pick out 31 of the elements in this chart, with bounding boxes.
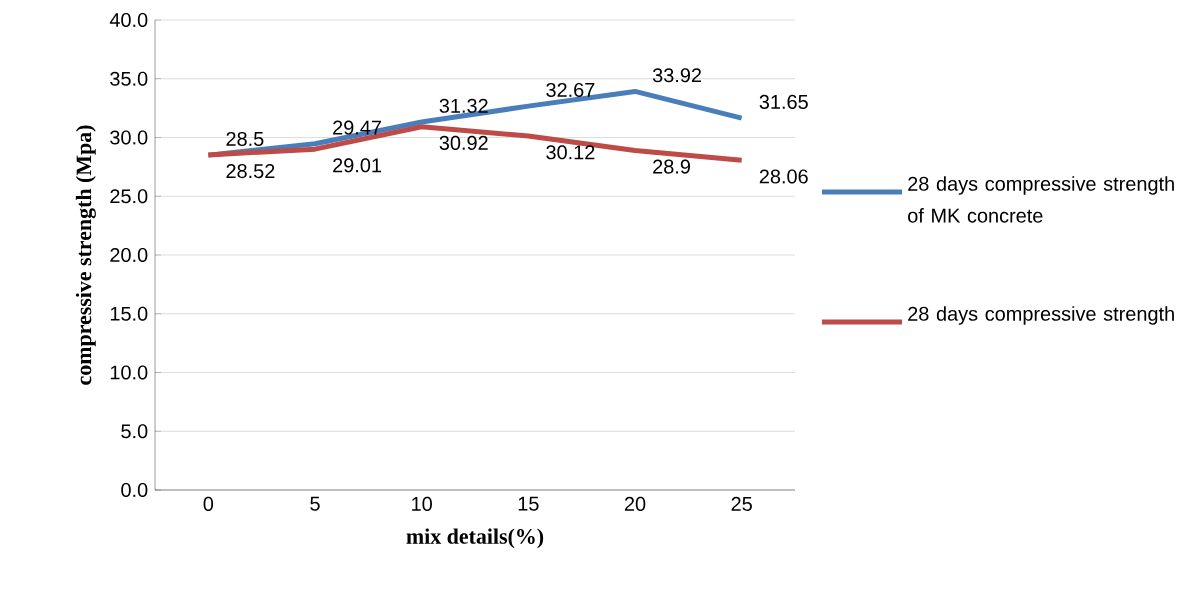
y-tick-label: 35.0 (110, 71, 148, 86)
x-tick-label: 25 (731, 496, 752, 511)
x-axis-title: mix details(%) (406, 528, 544, 549)
data-label: 30.12 (546, 145, 595, 160)
y-tick-label: 15.0 (110, 306, 148, 321)
y-tick-label: 25.0 (110, 189, 148, 204)
y-axis-title: compressive strength (Mpa) (75, 125, 96, 385)
data-label: 30.92 (439, 135, 488, 150)
data-label: 32.67 (546, 82, 595, 97)
data-label: 28.9 (653, 159, 690, 174)
data-label: 28.5 (226, 131, 264, 146)
x-tick-label: 20 (624, 496, 646, 511)
y-tick-label: 30.0 (110, 130, 148, 145)
y-tick-label: 20.0 (110, 247, 148, 263)
y-tick-label: 5.0 (121, 424, 148, 439)
data-label: 31.65 (759, 94, 808, 109)
data-label: 28.06 (759, 169, 808, 184)
x-tick-label: 5 (310, 496, 320, 511)
x-tick-label: 0 (203, 496, 214, 511)
y-tick-label: 10.0 (110, 365, 148, 380)
y-tick-label: 0.0 (121, 482, 148, 498)
legend-label: 28 days compressive strength of MK concrete (908, 176, 1174, 223)
data-label: 33.92 (652, 68, 701, 83)
x-tick-label: 10 (412, 496, 432, 511)
legend-label: 28 days compressive strength (908, 306, 1174, 325)
x-tick-label: 15 (518, 496, 539, 511)
data-label: 31.32 (439, 98, 488, 113)
data-label: 29.47 (333, 120, 381, 135)
data-label: 28.52 (226, 164, 275, 179)
y-tick-label: 40.0 (109, 12, 148, 28)
data-label: 29.01 (333, 158, 382, 173)
